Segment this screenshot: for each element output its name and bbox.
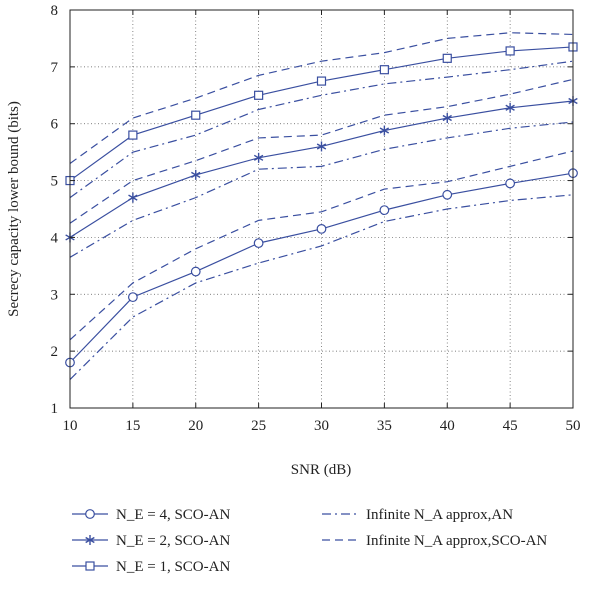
y-tick-label: 4: [51, 230, 59, 246]
data-point: [190, 266, 201, 277]
data-point: [127, 292, 138, 303]
y-axis-label: Secrecy capacity lower bound (bits): [6, 101, 22, 317]
data-point: [505, 102, 515, 113]
data-point: [379, 125, 390, 136]
series-line: [69, 172, 574, 363]
y-tick-label: 6: [51, 117, 59, 133]
x-tick-label: 40: [440, 418, 455, 434]
y-tick-label: 1: [51, 401, 59, 417]
series-line: [69, 194, 574, 380]
data-point: [191, 110, 201, 120]
legend-label: Infinite N_A approx,AN: [366, 507, 513, 523]
data-point: [379, 205, 390, 216]
data-point: [128, 192, 138, 203]
legend-item: Infinite N_A approx,SCO-AN: [322, 533, 547, 549]
x-tick-label: 25: [251, 418, 266, 434]
data-point: [442, 189, 453, 200]
series-4: [69, 150, 574, 341]
data-point: [505, 46, 515, 56]
series-5: [69, 121, 574, 258]
x-tick-label: 45: [503, 418, 518, 434]
series-line: [69, 150, 574, 341]
legend-item: N_E = 2, SCO-AN: [72, 533, 230, 549]
legend-label: N_E = 1, SCO-AN: [116, 559, 230, 575]
x-tick-label: 15: [125, 418, 140, 434]
grid-layer: [70, 10, 573, 408]
y-tick-label: 2: [51, 344, 59, 360]
legend-marker: [85, 561, 95, 571]
data-point: [128, 130, 138, 140]
data-point: [254, 90, 264, 100]
data-point: [253, 238, 264, 249]
y-tick-label: 5: [51, 174, 59, 190]
data-point: [442, 53, 452, 63]
legend-item: N_E = 1, SCO-AN: [72, 559, 230, 575]
series-line: [69, 78, 574, 224]
series-7: [69, 60, 574, 199]
data-point: [316, 76, 327, 86]
data-point: [505, 178, 516, 189]
data-point: [442, 113, 452, 124]
series-2: [65, 42, 578, 186]
legend-marker: [85, 509, 95, 519]
x-tick-label: 10: [63, 418, 78, 434]
x-tick-label: 30: [314, 418, 329, 434]
legend-item: N_E = 4, SCO-AN: [72, 507, 230, 523]
data-point: [316, 223, 327, 234]
x-tick-label: 20: [188, 418, 203, 434]
data-point: [379, 65, 389, 75]
series-0: [65, 168, 578, 368]
legend-label: Infinite N_A approx,SCO-AN: [366, 533, 547, 549]
x-tick-label: 35: [377, 418, 392, 434]
x-tick-label: 50: [566, 418, 581, 434]
data-point: [191, 169, 201, 180]
x-axis-label: SNR (dB): [291, 462, 351, 478]
y-tick-label: 3: [51, 287, 59, 303]
series-3: [69, 194, 574, 380]
legend-label: N_E = 4, SCO-AN: [116, 507, 230, 523]
legend: N_E = 4, SCO-AN N_E = 2, SCO-AN N_E = 1, S…: [72, 507, 547, 575]
series-line: [69, 32, 574, 165]
series-line: [69, 60, 574, 199]
legend-marker: [85, 535, 95, 545]
series-line: [69, 121, 574, 258]
legend-label: N_E = 2, SCO-AN: [116, 533, 230, 549]
series-6: [69, 78, 574, 224]
series-8: [69, 32, 574, 165]
series-layer: [65, 32, 578, 380]
y-tick-label: 7: [51, 60, 59, 76]
data-point: [316, 141, 327, 152]
legend-item: Infinite N_A approx,AN: [322, 507, 513, 523]
data-point: [253, 152, 264, 163]
y-tick-label: 8: [51, 3, 59, 19]
